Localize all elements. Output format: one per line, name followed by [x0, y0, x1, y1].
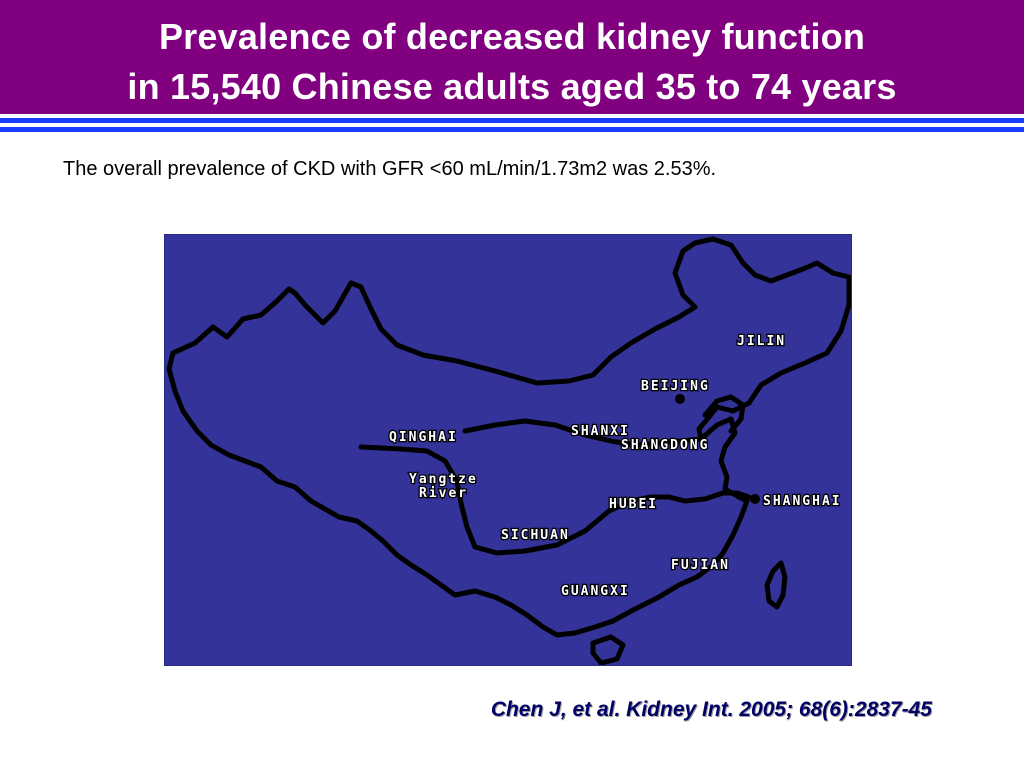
label-qinghai: QINGHAI: [389, 430, 458, 445]
yangtze-river-line: [358, 444, 752, 556]
yellow-river-line: [462, 418, 704, 448]
bohai-coast: [702, 394, 746, 434]
label-yangtze: Yangtze: [409, 472, 478, 487]
title-bar: Prevalence of decreased kidney function …: [0, 0, 1024, 114]
label-shangdong: SHANGDONG: [621, 438, 709, 453]
china-map: JILIN BEIJING QINGHAI SHANXI SHANGDONG Y…: [164, 234, 852, 666]
shanghai-marker: [750, 494, 760, 504]
label-shanghai: SHANGHAI: [763, 494, 842, 509]
prevalence-statement: The overall prevalence of CKD with GFR <…: [63, 158, 717, 180]
label-fujian: FUJIAN: [671, 558, 730, 573]
china-map-graphic: JILIN BEIJING QINGHAI SHANXI SHANGDONG Y…: [166, 236, 851, 665]
citation-reference: Chen J, et al. Kidney Int. 2005; 68(6):2…: [490, 698, 932, 721]
hainan-outline: [590, 634, 626, 665]
taiwan-outline: [764, 560, 788, 610]
title-line-2: in 15,540 Chinese adults aged 35 to 74 y…: [127, 66, 897, 107]
label-jilin: JILIN: [737, 334, 786, 349]
title-divider-top: [0, 118, 1024, 123]
beijing-marker: [675, 394, 685, 404]
label-river: River: [419, 486, 468, 501]
label-shanxi: SHANXI: [571, 424, 630, 439]
china-outline: [166, 236, 851, 638]
title-line-1: Prevalence of decreased kidney function: [158, 16, 866, 57]
label-hubei: HUBEI: [609, 497, 658, 512]
label-beijing: BEIJING: [641, 379, 710, 394]
title-divider-bottom: [0, 127, 1024, 132]
label-guangxi: GUANGXI: [561, 584, 630, 599]
label-sichuan: SICHUAN: [501, 528, 570, 543]
